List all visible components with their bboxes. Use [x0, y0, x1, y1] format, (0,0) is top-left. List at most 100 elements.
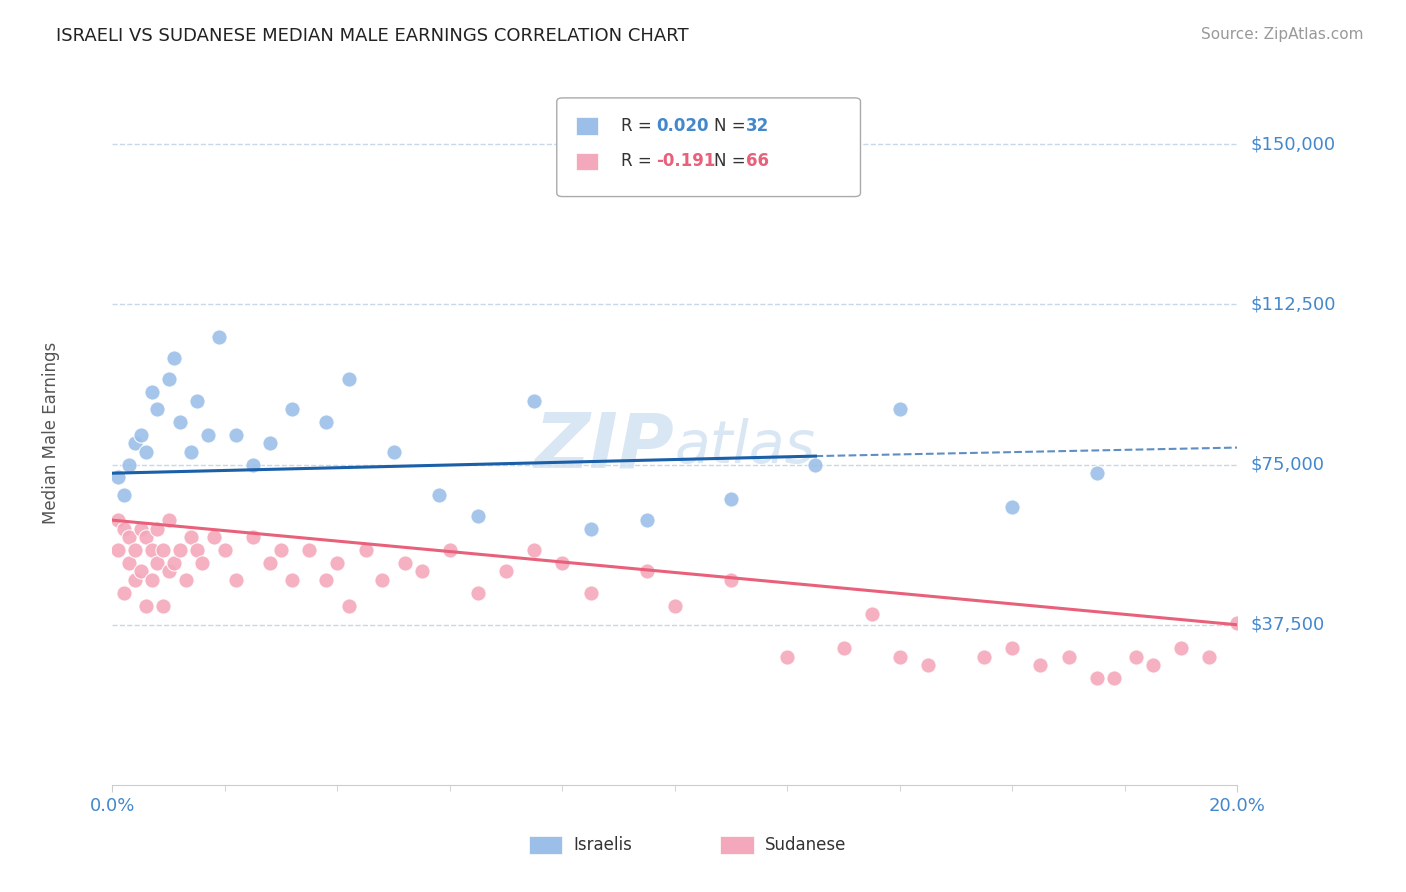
Point [804, 458, 827, 472]
Point [354, 543, 377, 558]
Text: R =: R = [621, 117, 657, 135]
Point [259, 436, 281, 450]
Point [174, 573, 197, 587]
Point [382, 445, 405, 459]
Point [371, 573, 394, 587]
Point [523, 393, 546, 408]
Text: ZIP: ZIP [536, 409, 675, 483]
Point [439, 543, 461, 558]
Point [467, 508, 489, 523]
Point [208, 329, 231, 343]
Point [1001, 500, 1024, 515]
Point [169, 543, 191, 558]
Text: 32: 32 [745, 117, 769, 135]
Point [112, 487, 135, 501]
Text: Sudanese: Sudanese [765, 836, 846, 854]
Point [152, 543, 174, 558]
Point [298, 543, 321, 558]
Point [124, 543, 146, 558]
Point [197, 427, 219, 442]
Point [186, 543, 208, 558]
FancyBboxPatch shape [529, 836, 562, 854]
Point [242, 530, 264, 544]
Point [157, 372, 180, 386]
Point [1102, 671, 1125, 685]
Point [124, 573, 146, 587]
Point [720, 491, 742, 506]
Point [141, 543, 163, 558]
Point [146, 556, 169, 570]
Point [467, 586, 489, 600]
Point [1001, 641, 1024, 656]
Point [776, 649, 799, 664]
Point [129, 427, 152, 442]
FancyBboxPatch shape [576, 117, 599, 135]
Point [551, 556, 574, 570]
Point [152, 599, 174, 613]
Point [889, 649, 911, 664]
Point [112, 586, 135, 600]
Point [337, 372, 360, 386]
Text: Median Male Earnings: Median Male Earnings [42, 342, 59, 524]
FancyBboxPatch shape [576, 153, 599, 170]
Point [1085, 671, 1108, 685]
Point [1029, 658, 1052, 673]
Point [225, 427, 247, 442]
Point [281, 402, 304, 417]
Point [146, 522, 169, 536]
Point [242, 458, 264, 472]
Text: ISRAELI VS SUDANESE MEDIAN MALE EARNINGS CORRELATION CHART: ISRAELI VS SUDANESE MEDIAN MALE EARNINGS… [56, 27, 689, 45]
Point [141, 573, 163, 587]
Text: $75,000: $75,000 [1251, 456, 1324, 474]
Point [191, 556, 214, 570]
Text: N =: N = [714, 153, 751, 170]
Point [832, 641, 855, 656]
Text: $37,500: $37,500 [1251, 615, 1324, 634]
Point [1198, 649, 1220, 664]
Point [326, 556, 349, 570]
Point [124, 436, 146, 450]
Point [141, 385, 163, 400]
FancyBboxPatch shape [720, 836, 754, 854]
Text: 66: 66 [745, 153, 769, 170]
Text: -0.191: -0.191 [655, 153, 716, 170]
Point [214, 543, 236, 558]
Point [225, 573, 247, 587]
Point [135, 445, 157, 459]
Point [259, 556, 281, 570]
Point [112, 522, 135, 536]
Point [495, 565, 517, 579]
Point [636, 513, 658, 527]
Point [186, 393, 208, 408]
Point [135, 530, 157, 544]
Point [1125, 649, 1147, 664]
Point [1057, 649, 1080, 664]
Point [180, 445, 202, 459]
Point [118, 458, 141, 472]
Point [889, 402, 911, 417]
Text: Source: ZipAtlas.com: Source: ZipAtlas.com [1201, 27, 1364, 42]
Point [1226, 615, 1249, 630]
Point [180, 530, 202, 544]
Point [129, 522, 152, 536]
Point [315, 573, 337, 587]
Point [917, 658, 939, 673]
Point [394, 556, 416, 570]
Point [664, 599, 686, 613]
Point [579, 522, 602, 536]
FancyBboxPatch shape [557, 98, 860, 196]
Point [427, 487, 450, 501]
Point [1142, 658, 1164, 673]
Point [135, 599, 157, 613]
Text: Israelis: Israelis [574, 836, 633, 854]
Point [169, 415, 191, 429]
Point [157, 513, 180, 527]
Point [281, 573, 304, 587]
Text: $150,000: $150,000 [1251, 136, 1336, 153]
Text: R =: R = [621, 153, 657, 170]
Text: N =: N = [714, 117, 751, 135]
Point [118, 556, 141, 570]
Point [163, 556, 186, 570]
Point [146, 402, 169, 417]
Point [1085, 466, 1108, 480]
